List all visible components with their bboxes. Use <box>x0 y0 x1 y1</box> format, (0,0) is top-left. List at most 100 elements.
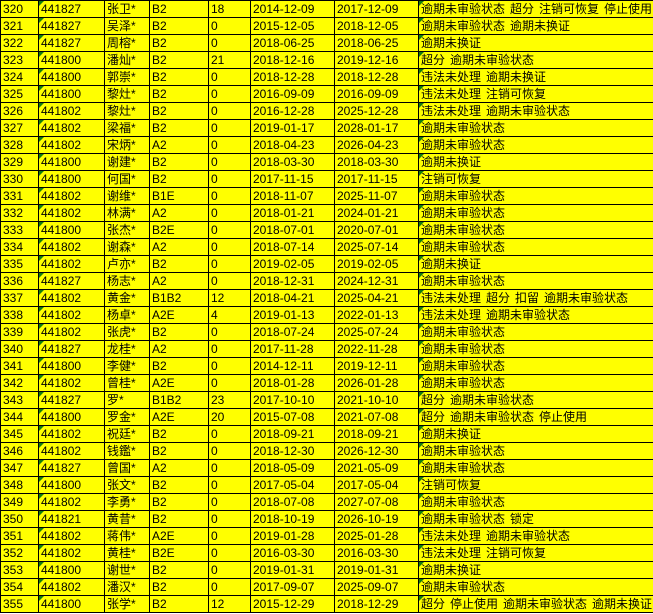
cell-license-class[interactable]: B2 <box>149 442 209 460</box>
cell-expiry-date[interactable]: 2025-01-28 <box>334 527 419 545</box>
cell-penalty-points[interactable]: 20 <box>208 408 251 426</box>
cell-issue-date[interactable]: 2017-09-07 <box>250 578 335 596</box>
cell-org-code[interactable]: 441802 <box>38 289 105 307</box>
table-row[interactable]: 320 441827 张卫* B2 18 2014-12-09 2017-12-09 逾期未审… <box>0 0 653 18</box>
cell-issue-date[interactable]: 2018-12-28 <box>250 68 335 86</box>
cell-status-flags[interactable]: 逾期未审验状态 <box>418 323 653 341</box>
cell-issue-date[interactable]: 2017-10-10 <box>250 391 335 409</box>
cell-expiry-date[interactable]: 2017-11-15 <box>334 170 419 188</box>
cell-row-number[interactable]: 354 <box>0 578 39 596</box>
cell-org-code[interactable]: 441802 <box>38 374 105 392</box>
cell-license-class[interactable]: B1B2 <box>149 391 209 409</box>
cell-person-name[interactable]: 周榕* <box>104 34 150 52</box>
cell-license-class[interactable]: B2 <box>149 493 209 511</box>
cell-expiry-date[interactable]: 2027-07-08 <box>334 493 419 511</box>
cell-penalty-points[interactable]: 0 <box>208 68 251 86</box>
cell-license-class[interactable]: B2 <box>149 255 209 273</box>
cell-expiry-date[interactable]: 2018-09-21 <box>334 425 419 443</box>
cell-row-number[interactable]: 337 <box>0 289 39 307</box>
cell-person-name[interactable]: 谢维* <box>104 187 150 205</box>
table-row[interactable]: 352 441802 黄桂* B2E 0 2016-03-30 2016-03-30 违法未处… <box>0 544 653 562</box>
cell-person-name[interactable]: 钱鑑* <box>104 442 150 460</box>
cell-issue-date[interactable]: 2018-01-21 <box>250 204 335 222</box>
table-row[interactable]: 338 441802 杨卓* A2E 4 2019-01-13 2022-01-13 违法未处… <box>0 306 653 324</box>
cell-org-code[interactable]: 441802 <box>38 544 105 562</box>
cell-status-flags[interactable]: 逾期未审验状态 <box>418 272 653 290</box>
cell-issue-date[interactable]: 2018-12-16 <box>250 51 335 69</box>
cell-person-name[interactable]: 李勇* <box>104 493 150 511</box>
cell-row-number[interactable]: 324 <box>0 68 39 86</box>
cell-org-code[interactable]: 441802 <box>38 238 105 256</box>
cell-org-code[interactable]: 441800 <box>38 153 105 171</box>
cell-status-flags[interactable]: 超分 停止使用 逾期未审验状态 逾期未换证 <box>418 595 653 613</box>
cell-issue-date[interactable]: 2016-09-09 <box>250 85 335 103</box>
cell-org-code[interactable]: 441827 <box>38 17 105 35</box>
cell-org-code[interactable]: 441800 <box>38 51 105 69</box>
cell-license-class[interactable]: B2 <box>149 119 209 137</box>
table-row[interactable]: 353 441800 谢世* B2 0 2019-01-31 2019-01-31 逾期未换证 <box>0 561 653 579</box>
cell-person-name[interactable]: 曾桂* <box>104 374 150 392</box>
table-row[interactable]: 355 441800 张学* B2 12 2015-12-29 2018-12-29 超分 停止… <box>0 595 653 613</box>
cell-penalty-points[interactable]: 23 <box>208 391 251 409</box>
cell-org-code[interactable]: 441802 <box>38 493 105 511</box>
cell-license-class[interactable]: B2 <box>149 68 209 86</box>
cell-issue-date[interactable]: 2018-06-25 <box>250 34 335 52</box>
cell-expiry-date[interactable]: 2018-03-30 <box>334 153 419 171</box>
cell-expiry-date[interactable]: 2021-07-08 <box>334 408 419 426</box>
cell-row-number[interactable]: 344 <box>0 408 39 426</box>
cell-row-number[interactable]: 331 <box>0 187 39 205</box>
cell-status-flags[interactable]: 注销可恢复 <box>418 170 653 188</box>
cell-row-number[interactable]: 330 <box>0 170 39 188</box>
cell-person-name[interactable]: 黄桂* <box>104 544 150 562</box>
cell-row-number[interactable]: 328 <box>0 136 39 154</box>
cell-status-flags[interactable]: 逾期未换证 <box>418 34 653 52</box>
cell-org-code[interactable]: 441800 <box>38 595 105 613</box>
cell-person-name[interactable]: 张文* <box>104 476 150 494</box>
cell-license-class[interactable]: B2 <box>149 476 209 494</box>
cell-license-class[interactable]: B2 <box>149 510 209 528</box>
cell-issue-date[interactable]: 2014-12-09 <box>250 0 335 18</box>
cell-status-flags[interactable]: 逾期未审验状态 <box>418 136 653 154</box>
cell-license-class[interactable]: B2 <box>149 595 209 613</box>
cell-row-number[interactable]: 333 <box>0 221 39 239</box>
table-row[interactable]: 341 441800 李健* B2 0 2014-12-11 2019-12-11 逾期未审验… <box>0 357 653 375</box>
cell-person-name[interactable]: 郭崇* <box>104 68 150 86</box>
cell-penalty-points[interactable]: 0 <box>208 204 251 222</box>
cell-license-class[interactable]: A2E <box>149 408 209 426</box>
cell-expiry-date[interactable]: 2019-02-05 <box>334 255 419 273</box>
cell-status-flags[interactable]: 逾期未审验状态 <box>418 374 653 392</box>
cell-penalty-points[interactable]: 0 <box>208 374 251 392</box>
cell-license-class[interactable]: A2 <box>149 204 209 222</box>
cell-expiry-date[interactable]: 2024-12-31 <box>334 272 419 290</box>
cell-row-number[interactable]: 329 <box>0 153 39 171</box>
cell-issue-date[interactable]: 2018-04-23 <box>250 136 335 154</box>
cell-penalty-points[interactable]: 18 <box>208 0 251 18</box>
cell-org-code[interactable]: 441800 <box>38 476 105 494</box>
table-row[interactable]: 331 441802 谢维* B1E 0 2018-11-07 2025-11-07 逾期未审… <box>0 187 653 205</box>
cell-license-class[interactable]: B1B2 <box>149 289 209 307</box>
cell-org-code[interactable]: 441800 <box>38 561 105 579</box>
cell-row-number[interactable]: 348 <box>0 476 39 494</box>
table-row[interactable]: 333 441800 张杰* B2E 0 2018-07-01 2020-07-01 逾期未审… <box>0 221 653 239</box>
cell-license-class[interactable]: A2E <box>149 306 209 324</box>
cell-person-name[interactable]: 张虎* <box>104 323 150 341</box>
cell-status-flags[interactable]: 逾期未换证 <box>418 561 653 579</box>
cell-status-flags[interactable]: 违法未处理 注销可恢复 <box>418 85 653 103</box>
cell-org-code[interactable]: 441800 <box>38 221 105 239</box>
cell-org-code[interactable]: 441827 <box>38 391 105 409</box>
cell-status-flags[interactable]: 逾期未审验状态 <box>418 340 653 358</box>
cell-issue-date[interactable]: 2019-01-28 <box>250 527 335 545</box>
cell-row-number[interactable]: 334 <box>0 238 39 256</box>
cell-expiry-date[interactable]: 2020-07-01 <box>334 221 419 239</box>
cell-license-class[interactable]: A2 <box>149 459 209 477</box>
cell-status-flags[interactable]: 逾期未审验状态 <box>418 238 653 256</box>
cell-license-class[interactable]: A2 <box>149 136 209 154</box>
cell-expiry-date[interactable]: 2018-12-29 <box>334 595 419 613</box>
cell-issue-date[interactable]: 2016-03-30 <box>250 544 335 562</box>
cell-penalty-points[interactable]: 0 <box>208 544 251 562</box>
cell-status-flags[interactable]: 逾期未审验状态 <box>418 442 653 460</box>
cell-penalty-points[interactable]: 0 <box>208 17 251 35</box>
table-row[interactable]: 328 441802 宋炳* A2 0 2018-04-23 2026-04-23 逾期未审验… <box>0 136 653 154</box>
cell-penalty-points[interactable]: 0 <box>208 272 251 290</box>
cell-issue-date[interactable]: 2015-12-05 <box>250 17 335 35</box>
